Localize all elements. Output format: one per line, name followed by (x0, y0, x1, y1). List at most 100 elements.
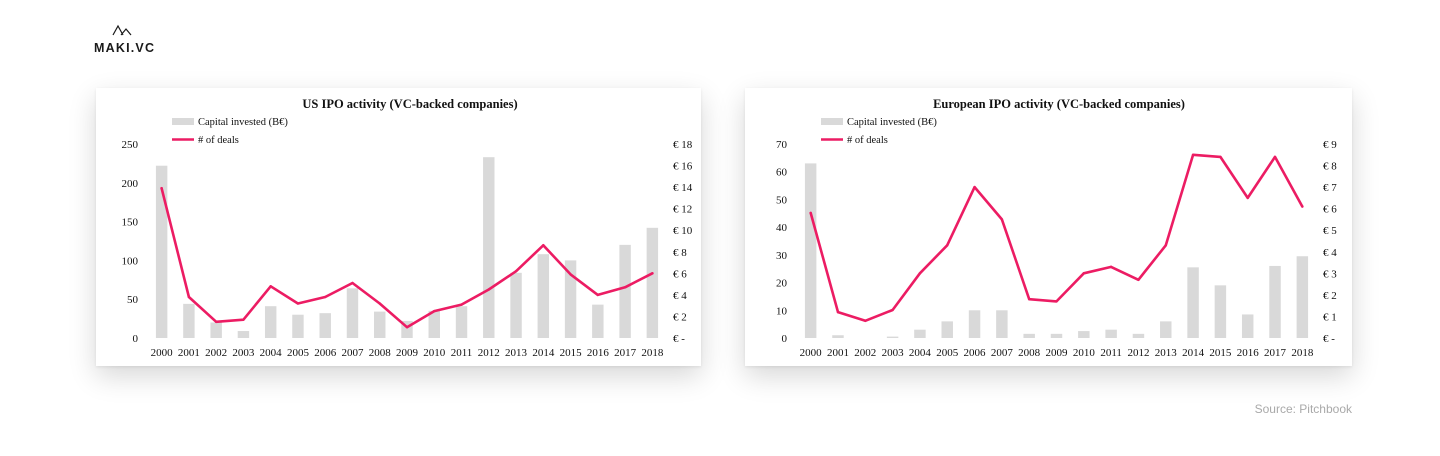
right-axis-tick: € 4 (673, 290, 687, 302)
category-label: 2004 (260, 347, 283, 359)
legend-bar-swatch (821, 118, 843, 125)
right-axis-tick: € 8 (1323, 161, 1337, 173)
line-point (1137, 278, 1140, 281)
line-point (269, 285, 272, 288)
right-axis-tick: € 3 (1323, 268, 1337, 280)
category-label: 2010 (423, 347, 446, 359)
legend-bar-swatch (172, 118, 194, 125)
right-axis-tick: € 12 (673, 204, 692, 216)
left-axis-tick: 30 (776, 250, 788, 262)
category-label: 2010 (1073, 347, 1096, 359)
bar (564, 260, 577, 338)
bar (428, 310, 440, 338)
line-point (569, 273, 572, 276)
category-label: 2014 (1182, 347, 1205, 359)
left-axis-tick: 50 (776, 194, 788, 206)
bar (183, 303, 195, 338)
brand-name: MAKI.VC (94, 41, 156, 55)
bar (996, 310, 1008, 338)
category-label: 2017 (1264, 347, 1287, 359)
bar (832, 335, 844, 338)
category-label: 2012 (1127, 347, 1149, 359)
category-label: 2014 (532, 347, 555, 359)
right-axis-tick: € 7 (1323, 182, 1337, 194)
line-point (946, 244, 949, 247)
category-label: 2017 (614, 347, 637, 359)
bar (1160, 321, 1172, 338)
right-axis-tick: € 6 (1323, 204, 1337, 216)
category-label: 2003 (882, 347, 905, 359)
bar (1269, 265, 1281, 338)
category-label: 2003 (232, 347, 255, 359)
line-point (1246, 196, 1249, 200)
bar (804, 163, 817, 338)
category-label: 2016 (587, 347, 610, 359)
line-point (1301, 205, 1304, 208)
right-axis-tick: € 2 (1323, 290, 1337, 302)
line-point (542, 244, 545, 247)
bar (1214, 285, 1227, 338)
line-point (324, 295, 327, 299)
bar (646, 227, 659, 338)
line-point (1164, 244, 1167, 247)
line-point (187, 295, 191, 299)
left-axis-tick: 70 (776, 139, 788, 151)
source-note: Source: Pitchbook (1254, 402, 1352, 416)
category-label: 2013 (505, 347, 527, 359)
line-point (514, 269, 518, 273)
category-label: 2015 (560, 347, 583, 359)
bar (455, 306, 468, 338)
line-point (1082, 272, 1086, 275)
bar (1187, 267, 1199, 338)
right-axis-tick: € - (673, 333, 685, 345)
right-axis-tick: € 4 (1323, 247, 1337, 259)
category-label: 2007 (991, 347, 1014, 359)
line-point (973, 185, 976, 189)
category-label: 2008 (1018, 347, 1041, 359)
bar (210, 322, 222, 338)
brand-logo[interactable]: MAKI.VC (94, 24, 164, 58)
left-axis-tick: 200 (122, 178, 139, 190)
mountain-icon (112, 24, 132, 36)
right-axis-tick: € 5 (1323, 225, 1337, 237)
bar (401, 320, 413, 338)
chart-title: European IPO activity (VC-backed compani… (933, 97, 1185, 111)
left-axis-tick: 20 (776, 278, 788, 290)
right-axis-tick: € 10 (673, 225, 693, 237)
line-point (864, 319, 867, 322)
deals-line (809, 153, 1304, 323)
left-axis-tick: 10 (776, 305, 788, 317)
bar (886, 336, 899, 338)
right-axis-tick: € 16 (673, 161, 693, 173)
eu-ipo-chart-panel: European IPO activity (VC-backed compani… (745, 88, 1352, 366)
line-point (1219, 155, 1222, 159)
chart-title: US IPO activity (VC-backed companies) (302, 97, 517, 111)
line-point (351, 281, 354, 285)
category-label: 2015 (1209, 347, 1232, 359)
line-point (918, 272, 922, 275)
category-label: 2005 (287, 347, 310, 359)
category-label: 2018 (641, 347, 664, 359)
line-point (460, 303, 463, 306)
eu-ipo-chart: European IPO activity (VC-backed compani… (776, 97, 1337, 359)
line-point (405, 326, 409, 329)
legend-label-deals: # of deals (847, 135, 888, 146)
bar (941, 321, 953, 338)
category-label: 2004 (909, 347, 932, 359)
category-label: 2009 (1046, 347, 1069, 359)
left-axis-tick: 0 (782, 333, 788, 345)
left-axis-tick: 0 (133, 333, 139, 345)
category-label: 2005 (936, 347, 959, 359)
bar (292, 314, 304, 338)
category-label: 2002 (854, 347, 876, 359)
category-label: 2006 (964, 347, 987, 359)
category-label: 2002 (205, 347, 227, 359)
bar (1050, 333, 1063, 338)
right-axis-tick: € 6 (673, 268, 687, 280)
bar (1023, 333, 1035, 338)
line-point (160, 186, 163, 190)
legend-label-capital: Capital invested (B€) (198, 117, 288, 128)
line-point (378, 302, 381, 305)
category-label: 2007 (341, 347, 364, 359)
category-label: 2008 (369, 347, 392, 359)
